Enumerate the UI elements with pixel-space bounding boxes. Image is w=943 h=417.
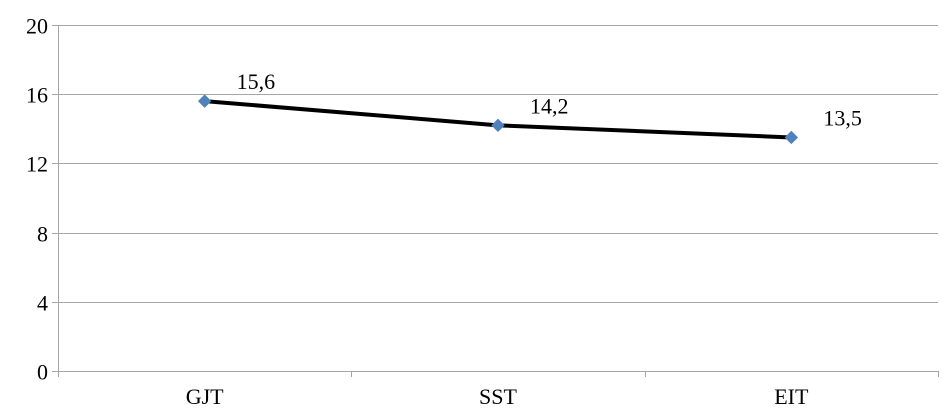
y-tick-label-8: 8 [37,222,48,247]
data-markers [197,94,799,145]
y-tick-label-12: 12 [26,152,48,177]
data-label-gjt: 15,6 [237,69,276,94]
data-point-sst [491,118,505,133]
axes [52,25,939,377]
y-tick-label-16: 16 [26,83,48,108]
x-category-label-eit: EIT [774,384,809,409]
y-tick-label-4: 4 [37,291,48,316]
gridlines [58,25,938,303]
x-category-labels: GJT SST EIT [186,384,809,409]
y-tick-labels: 0 4 8 12 16 20 [26,14,48,385]
x-category-label-gjt: GJT [186,384,224,409]
y-tick-label-20: 20 [26,14,48,39]
y-tick-label-0: 0 [37,360,48,385]
data-point-gjt [197,94,212,108]
x-category-label-sst: SST [479,384,517,409]
data-point-eit [784,130,799,145]
data-labels: 15,6 14,2 13,5 [237,69,862,130]
data-label-sst: 14,2 [530,93,569,118]
data-label-eit: 13,5 [823,105,862,130]
